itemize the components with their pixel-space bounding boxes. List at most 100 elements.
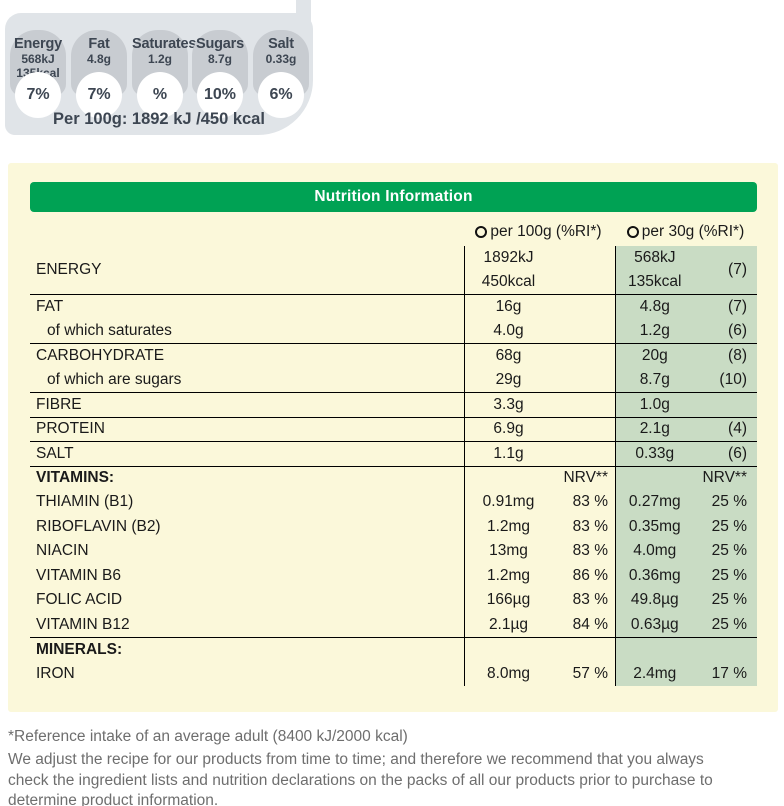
amount-value: 0.27mg [628,493,681,511]
table-row: VITAMIN B12 2.1µg 84 % 0.63µg 25 % [30,612,757,637]
amount-value: 4.0g [493,321,524,339]
ri-badge-sugars: Sugars 8.7g 10% [192,30,248,118]
ri-badge-salt: Salt 0.33g 6% [253,30,309,118]
reference-intake-footnote: *Reference intake of an average adult (8… [8,728,408,745]
per-30g-cell: 2.1g (4) [615,417,757,441]
per-100g-cell: 16g [464,295,615,319]
percent-value: (7) [728,261,747,278]
amount-value: 13mg [489,542,528,560]
badge-percent: 7% [15,72,61,118]
percent-value: 17 % [711,664,747,682]
per-30g-cell: 1.0g [615,393,757,417]
badge-title: Salt [268,36,294,52]
per-100g-cell: 8.0mg 57 % [464,661,615,686]
per-30g-cell: 0.33g (6) [615,442,757,466]
badge-value: 8.7g [207,52,232,66]
per-30g-column-header[interactable]: per 30g (%RI*) [614,218,757,246]
row-label: of which are sugars [47,370,182,388]
row-label: IRON [36,664,75,682]
amount-value: 2.1g [639,420,670,438]
per-100g-radio[interactable] [475,226,488,238]
badge-title: Fat [88,36,110,52]
per-100g-cell: 13mg 83 % [464,539,615,564]
percent-value: 86 % [572,566,608,584]
amount-value: 1892kJ 450kcal [481,249,536,290]
recipe-disclaimer: We adjust the recipe for our products fr… [8,751,713,806]
ri-badge-fat: Fat 4.8g 7% [71,30,127,118]
per-100g-cell: 29g [464,367,615,392]
table-row: FAT 16g 4.8g (7) [30,294,757,319]
amount-value: 0.63µg [630,615,679,633]
amount-value: 8.7g [639,370,670,388]
amount-value: 2.4mg [633,664,677,682]
amount-value: 4.8g [639,297,670,315]
amount-value: 568kJ 135kcal [628,249,682,290]
row-label: ENERGY [36,261,102,278]
percent-value: (6) [728,444,747,462]
percent-value: NRV** [702,469,747,487]
table-row: SALT 1.1g 0.33g (6) [30,441,757,466]
row-label: MINERALS: [36,640,123,658]
amount-value: 8.0mg [486,664,531,682]
per-100g-column-header[interactable]: per 100g (%RI*) [462,218,615,246]
amount-value: 0.33g [635,444,675,462]
row-label: VITAMIN B6 [36,566,121,584]
table-row: FIBRE 3.3g 1.0g [30,392,757,417]
per-100g-cell: NRV** [464,466,615,490]
badge-title: Saturates [132,36,197,52]
percent-value: 25 % [711,542,747,560]
per-100g-cell: 0.91mg 83 % [464,490,615,515]
percent-value: (10) [719,370,747,388]
per-100g-cell: 1892kJ 450kcal [464,246,615,294]
per-100g-cell [464,638,615,662]
amount-value: 29g [495,370,522,388]
table-header-row: per 100g (%RI*) per 30g (%RI*) [30,218,757,246]
table-row: of which are sugars 29g 8.7g (10) [30,367,757,392]
per-30g-cell: 8.7g (10) [615,367,757,392]
percent-value: 57 % [572,664,608,682]
per-100g-cell: 1.1g [464,442,615,466]
table-row: IRON 8.0mg 57 % 2.4mg 17 % [30,661,757,686]
row-label: VITAMIN B12 [36,615,130,633]
table-row: VITAMIN B6 1.2mg 86 % 0.36mg 25 % [30,563,757,588]
per-30g-radio[interactable] [626,226,639,238]
badge-value: 4.8g [86,52,111,66]
per-100g-label: per 100g (%RI*) [490,223,602,240]
per-30g-cell: 0.35mg 25 % [615,514,757,539]
percent-value: 25 % [711,591,747,609]
percent-value: NRV** [563,469,608,487]
amount-value: 3.3g [493,395,524,413]
table-row: FOLIC ACID 166µg 83 % 49.8µg 25 % [30,588,757,613]
amount-value: 68g [495,346,522,364]
amount-value: 16g [495,297,522,315]
badge-percent: 7% [76,72,122,118]
amount-value: 1.0g [639,395,670,413]
percent-value: 25 % [711,566,747,584]
table-row: PROTEIN 6.9g 2.1g (4) [30,416,757,441]
row-label: NIACIN [36,542,89,560]
per-100g-cell: 68g [464,344,615,368]
table-row: NIACIN 13mg 83 % 4.0mg 25 % [30,539,757,564]
per-30g-cell: 1.2g (6) [615,318,757,343]
percent-value: (6) [728,321,747,339]
per-100g-cell: 3.3g [464,393,615,417]
badge-percent: 10% [197,72,243,118]
amount-value: 1.2g [639,321,670,339]
percent-value: 25 % [711,517,747,535]
per-100g-cell: 2.1µg 84 % [464,612,615,637]
per-100g-cell: 1.2mg 86 % [464,563,615,588]
amount-value: 6.9g [493,420,524,438]
badge-title: Sugars [196,36,244,52]
per-30g-cell: NRV** [615,466,757,490]
amount-value: 1.2mg [486,517,531,535]
per-30g-cell: 4.8g (7) [615,295,757,319]
amount-value: 166µg [486,591,531,609]
per-100g-cell: 166µg 83 % [464,588,615,613]
amount-value: 49.8µg [630,591,679,609]
row-label: CARBOHYDRATE [36,346,165,364]
percent-value: (7) [728,297,747,315]
badge-percent: 6% [258,72,304,118]
percent-value: (4) [728,420,747,438]
row-label: PROTEIN [36,420,105,438]
badge-value: 568kJ [21,52,55,66]
